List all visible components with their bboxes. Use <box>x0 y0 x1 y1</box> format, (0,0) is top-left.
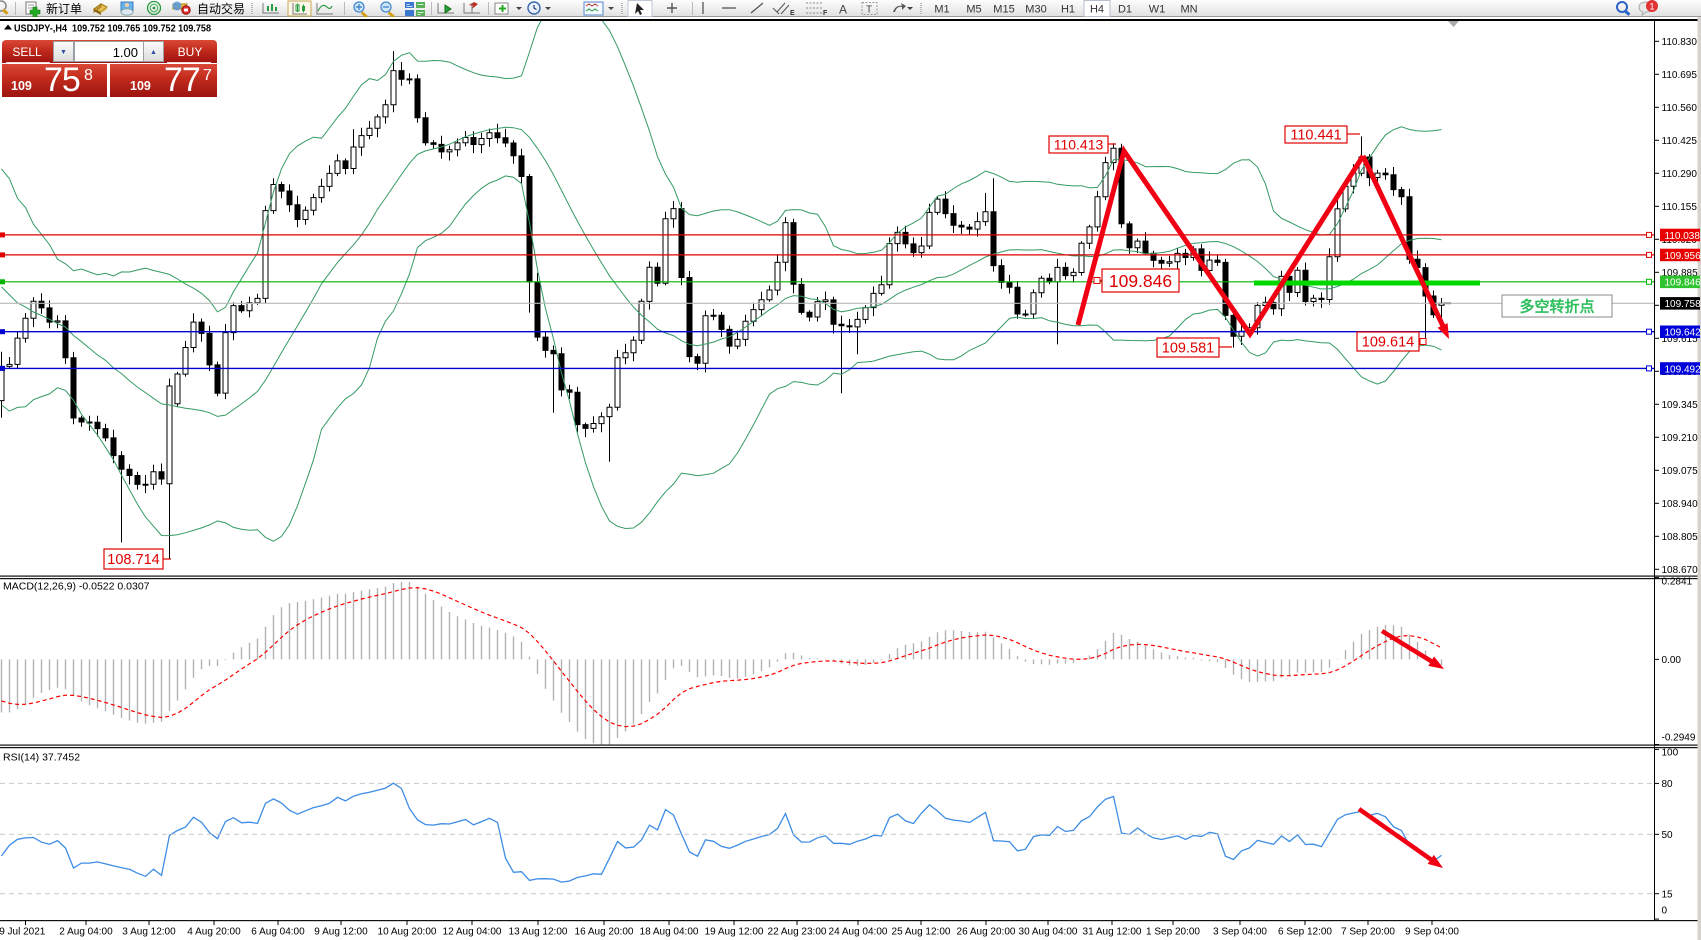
svg-text:-0.2949: -0.2949 <box>1662 733 1696 744</box>
svg-text:110.155: 110.155 <box>1662 202 1698 213</box>
svg-text:M15: M15 <box>993 4 1014 16</box>
svg-text:新订单: 新订单 <box>46 1 82 16</box>
svg-text:110.560: 110.560 <box>1662 103 1698 114</box>
svg-text:M1: M1 <box>934 4 949 16</box>
svg-text:H1: H1 <box>1061 4 1075 16</box>
svg-text:110.290: 110.290 <box>1662 169 1698 180</box>
svg-text:7 Sep 20:00: 7 Sep 20:00 <box>1341 927 1395 938</box>
svg-text:22 Aug 23:00: 22 Aug 23:00 <box>768 927 827 938</box>
svg-text:24 Aug 04:00: 24 Aug 04:00 <box>829 927 888 938</box>
svg-text:3 Sep 04:00: 3 Sep 04:00 <box>1213 927 1267 938</box>
svg-text:109.581: 109.581 <box>1162 341 1214 357</box>
svg-text:12 Aug 04:00: 12 Aug 04:00 <box>443 927 502 938</box>
svg-text:6 Aug 04:00: 6 Aug 04:00 <box>251 927 305 938</box>
svg-text:109.210: 109.210 <box>1662 433 1699 444</box>
svg-text:0.00: 0.00 <box>1662 655 1682 666</box>
svg-text:109.642: 109.642 <box>1665 328 1701 339</box>
svg-text:31 Aug 12:00: 31 Aug 12:00 <box>1083 927 1142 938</box>
svg-text:1 Sep 20:00: 1 Sep 20:00 <box>1146 927 1200 938</box>
svg-text:109.345: 109.345 <box>1662 400 1699 411</box>
svg-text:25 Aug 12:00: 25 Aug 12:00 <box>892 927 951 938</box>
svg-text:18 Aug 04:00: 18 Aug 04:00 <box>640 927 699 938</box>
svg-text:0.2841: 0.2841 <box>1662 577 1693 588</box>
svg-text:E: E <box>790 10 795 17</box>
svg-text:50: 50 <box>1662 830 1674 841</box>
svg-text:110.425: 110.425 <box>1662 136 1698 147</box>
svg-text:110.830: 110.830 <box>1662 37 1698 48</box>
svg-text:109.615: 109.615 <box>1662 334 1699 345</box>
svg-text:108.940: 108.940 <box>1662 499 1699 510</box>
svg-text:19 Aug 12:00: 19 Aug 12:00 <box>705 927 764 938</box>
svg-text:109.758: 109.758 <box>1665 299 1701 310</box>
svg-text:M30: M30 <box>1025 4 1046 16</box>
svg-text:A: A <box>839 3 847 17</box>
svg-text:T: T <box>866 5 872 16</box>
svg-text:16 Aug 20:00: 16 Aug 20:00 <box>575 927 634 938</box>
svg-text:30 Aug 04:00: 30 Aug 04:00 <box>1019 927 1078 938</box>
svg-text:M5: M5 <box>966 4 981 16</box>
svg-text:26 Aug 20:00: 26 Aug 20:00 <box>957 927 1016 938</box>
svg-text:29 Jul 2021: 29 Jul 2021 <box>0 927 46 938</box>
svg-text:13 Aug 12:00: 13 Aug 12:00 <box>509 927 568 938</box>
svg-text:4 Aug 20:00: 4 Aug 20:00 <box>187 927 241 938</box>
svg-text:109.885: 109.885 <box>1662 268 1699 279</box>
svg-text:F: F <box>823 10 828 17</box>
svg-text:110.441: 110.441 <box>1290 128 1341 144</box>
svg-text:15: 15 <box>1662 889 1674 900</box>
svg-text:多空转折点: 多空转折点 <box>1519 298 1594 316</box>
svg-text:80: 80 <box>1662 779 1674 790</box>
svg-text:2 Aug 04:00: 2 Aug 04:00 <box>59 927 113 938</box>
svg-text:109.492: 109.492 <box>1665 364 1701 375</box>
svg-text:109.846: 109.846 <box>1109 271 1172 291</box>
svg-text:3 Aug 12:00: 3 Aug 12:00 <box>122 927 176 938</box>
svg-text:0: 0 <box>1662 906 1668 917</box>
svg-text:MN: MN <box>1180 4 1197 16</box>
svg-text:110.413: 110.413 <box>1054 137 1104 153</box>
svg-text:10 Aug 20:00: 10 Aug 20:00 <box>378 927 437 938</box>
svg-text:RSI(14) 37.7452: RSI(14) 37.7452 <box>3 752 80 764</box>
svg-text:9 Sep 04:00: 9 Sep 04:00 <box>1405 927 1459 938</box>
svg-text:108.805: 108.805 <box>1662 532 1699 543</box>
svg-text:9 Aug 12:00: 9 Aug 12:00 <box>314 927 368 938</box>
svg-text:1: 1 <box>1649 2 1654 12</box>
svg-text:自动交易: 自动交易 <box>197 1 245 16</box>
svg-text:109.075: 109.075 <box>1662 466 1699 477</box>
svg-text:H4: H4 <box>1090 4 1104 16</box>
svg-text:108.714: 108.714 <box>107 552 159 568</box>
svg-text:D1: D1 <box>1118 4 1132 16</box>
svg-text:MACD(12,26,9) -0.0522 0.0307: MACD(12,26,9) -0.0522 0.0307 <box>3 581 150 593</box>
svg-text:109.614: 109.614 <box>1362 335 1414 351</box>
svg-text:W1: W1 <box>1149 4 1166 16</box>
svg-text:100: 100 <box>1662 748 1679 759</box>
svg-text:109.956: 109.956 <box>1665 251 1701 262</box>
svg-text:108.670: 108.670 <box>1662 565 1699 576</box>
svg-text:6 Sep 12:00: 6 Sep 12:00 <box>1278 927 1332 938</box>
svg-text:110.695: 110.695 <box>1662 70 1698 81</box>
svg-text:109.846: 109.846 <box>1665 278 1701 289</box>
svg-text:110.038: 110.038 <box>1665 231 1701 242</box>
svg-text:USDJPY-,H4 109.752 109.765 10: USDJPY-,H4 109.752 109.765 109.752 109.7… <box>14 23 211 35</box>
